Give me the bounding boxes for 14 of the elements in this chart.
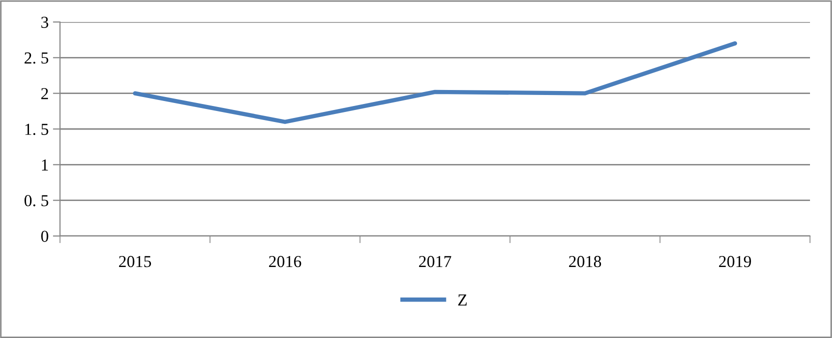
y-tick-label: 1 — [42, 159, 48, 170]
line-series — [132, 41, 738, 124]
y-tick-label: 2 — [41, 88, 48, 100]
x-tick-label: 2017 — [419, 256, 452, 268]
x-tick-label: 2019 — [719, 256, 751, 268]
legend-label: Z — [458, 294, 467, 306]
y-tick-label: 2. 5 — [24, 52, 48, 64]
y-tick-label: 3 — [41, 16, 48, 28]
y-tick-label: 1. 5 — [25, 124, 48, 136]
x-tick-label: 2015 — [119, 256, 152, 268]
x-tick-label: 2016 — [269, 256, 302, 268]
y-tick-label: 0. 5 — [24, 195, 48, 206]
x-tick-label: 2018 — [569, 256, 602, 268]
y-tick-label: 0 — [41, 230, 48, 242]
